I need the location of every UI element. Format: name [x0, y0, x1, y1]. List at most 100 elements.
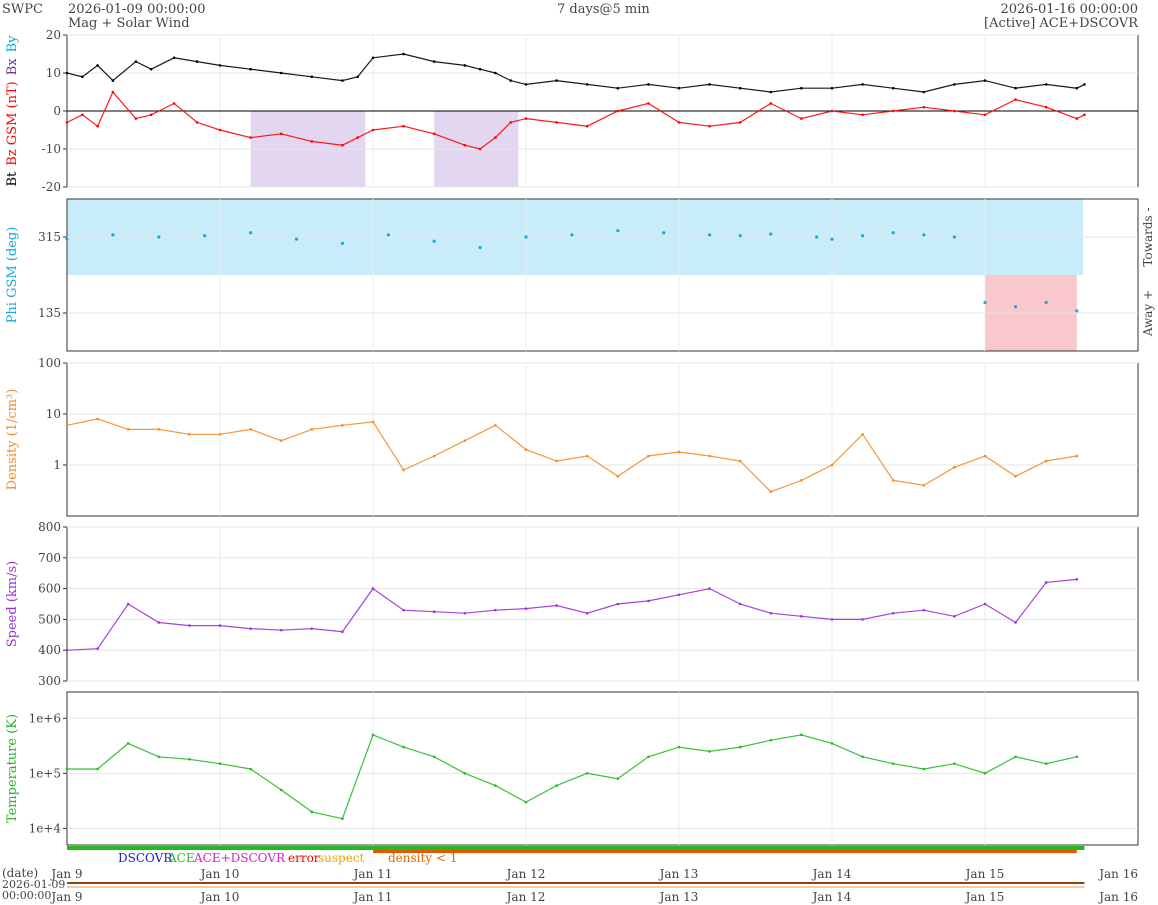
y-tick-label: 0: [53, 104, 61, 118]
data-point: [126, 428, 130, 431]
data-point: [708, 233, 712, 237]
data-point: [647, 599, 650, 603]
x-tick-label: Jan 10: [199, 867, 240, 881]
data-point: [371, 420, 375, 424]
y-tick-label: -10: [42, 142, 61, 156]
data-point: [81, 113, 84, 117]
data-point: [738, 121, 742, 124]
panel-frame: [66, 691, 1139, 846]
data-point: [218, 624, 222, 627]
data-point: [1044, 300, 1048, 305]
density-status-bar: [373, 850, 1077, 853]
data-point: [861, 432, 864, 436]
data-point: [188, 624, 191, 627]
data-point: [800, 615, 803, 618]
data-point: [891, 479, 895, 482]
data-point: [310, 75, 314, 79]
ace-status-bar: [67, 846, 1085, 850]
data-point: [134, 117, 138, 120]
start-time-label: 2026-01-09 00:00:00: [68, 2, 206, 17]
data-point: [1014, 98, 1017, 101]
data-point: [953, 109, 956, 113]
data-point: [1044, 459, 1048, 463]
series-line: [67, 734, 1077, 820]
data-point: [891, 762, 895, 765]
data-point: [738, 745, 742, 749]
data-point: [172, 102, 176, 105]
data-point: [279, 439, 283, 442]
data-point: [953, 83, 956, 86]
date-axis-label: (date): [2, 866, 38, 880]
data-point: [402, 124, 405, 128]
data-point: [555, 79, 558, 82]
data-point: [738, 234, 742, 238]
data-point: [662, 231, 666, 235]
data-point: [463, 439, 467, 442]
data-point: [524, 800, 528, 804]
legend-item: density < 1: [388, 851, 457, 865]
data-point: [861, 113, 864, 117]
data-point: [509, 121, 512, 124]
data-point: [983, 772, 987, 775]
data-point: [463, 772, 467, 775]
legend-item: DSCOVR: [118, 851, 173, 865]
data-point: [1044, 83, 1048, 86]
data-point: [983, 79, 987, 82]
data-point: [1075, 755, 1079, 759]
data-point: [494, 608, 497, 612]
data-point: [830, 86, 834, 90]
data-point: [677, 86, 681, 90]
data-point: [1075, 117, 1079, 120]
panel-frame: [66, 198, 1139, 352]
data-point: [65, 121, 69, 124]
data-point: [249, 67, 252, 71]
data-point: [585, 83, 589, 86]
data-point: [249, 767, 252, 771]
data-point: [738, 459, 742, 463]
data-point: [891, 611, 895, 615]
data-point: [524, 448, 528, 451]
data-point: [708, 587, 711, 590]
data-point: [800, 479, 803, 482]
data-point: [953, 615, 956, 618]
data-point: [953, 762, 956, 765]
data-point: [983, 454, 987, 458]
data-point: [96, 767, 99, 771]
data-point: [96, 64, 99, 67]
x-tick-label-bottom: Jan 13: [658, 890, 699, 904]
data-point: [203, 234, 207, 238]
data-point: [356, 75, 360, 79]
x-tick-label: Jan 14: [811, 867, 852, 881]
data-point: [157, 755, 161, 759]
data-point: [249, 136, 252, 139]
data-point: [402, 608, 405, 612]
data-point: [340, 241, 344, 245]
y-tick-label: 300: [38, 674, 61, 688]
x-tick-label: Jan 13: [658, 867, 699, 881]
data-point: [830, 109, 834, 113]
data-point: [249, 428, 252, 431]
data-point: [815, 235, 819, 239]
x-tick-label-bottom: Jan 15: [964, 890, 1005, 904]
data-point: [249, 627, 252, 630]
data-point: [555, 784, 558, 787]
x-tick-label: Jan 9: [49, 867, 82, 881]
data-point: [769, 232, 773, 236]
y-tick-label: 1: [53, 458, 61, 472]
data-point: [922, 90, 926, 94]
data-point: [341, 79, 344, 82]
data-point: [800, 86, 803, 90]
y-tick-label: 600: [38, 582, 61, 596]
data-point: [616, 777, 620, 780]
data-point: [769, 102, 773, 105]
data-point: [463, 611, 467, 615]
y-tick-label: 1e+4: [29, 821, 62, 835]
y-axis-label-part: Bz GSM (nT): [5, 81, 20, 165]
data-point: [96, 417, 99, 421]
resolution-label: 7 days@5 min: [557, 2, 650, 17]
away-label: Away +: [1141, 290, 1155, 337]
data-point: [157, 621, 161, 624]
data-point: [647, 102, 650, 105]
data-point: [96, 124, 99, 128]
data-point: [386, 233, 390, 237]
